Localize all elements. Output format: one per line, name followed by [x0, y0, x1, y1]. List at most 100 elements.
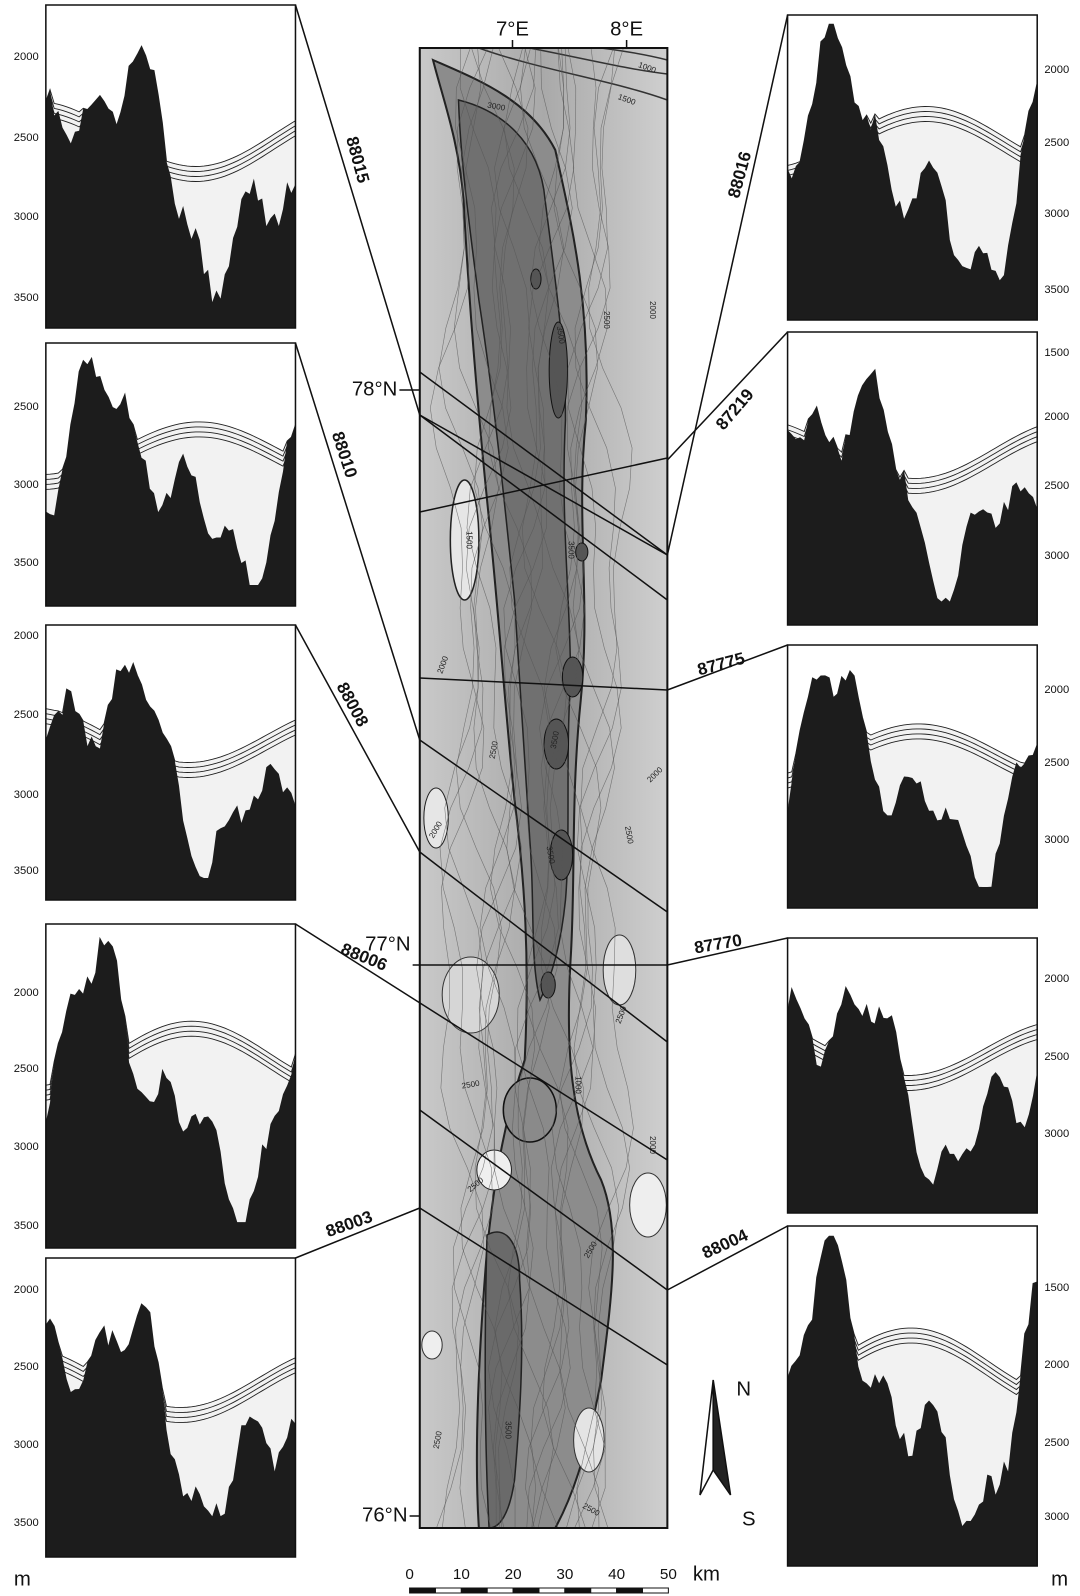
scale-segment: [641, 1587, 669, 1594]
depth-tick-label: 2500: [14, 1361, 39, 1373]
scale-segment: [434, 1587, 462, 1594]
generated: 2000 2500 3000 3500 88015 2500 3000 3500 88010 20…: [14, 4, 1069, 1594]
depth-tick-label: 3000: [1044, 208, 1069, 220]
depth-tick-label: 2500: [1044, 1051, 1069, 1063]
contour: [543, 48, 600, 1528]
depth-tick-label: 3500: [14, 557, 39, 569]
longitude-label: 8°E: [610, 18, 643, 40]
scale-tick-label: 50: [660, 1566, 677, 1583]
scale-tick-label: 20: [505, 1566, 522, 1583]
profile-line: [295, 923, 668, 1161]
profile-line: [419, 457, 668, 513]
depth-tick-label: 3000: [14, 789, 39, 801]
scale-segment: [460, 1587, 488, 1594]
depth-tick-label: 3000: [14, 211, 39, 223]
panel-frame: [45, 1257, 297, 1558]
bathymetric-map: [419, 48, 668, 1528]
contour: [429, 48, 485, 1528]
scale-segment: [590, 1587, 618, 1594]
high: [441, 956, 500, 1034]
contour-label: 2000: [648, 1136, 657, 1154]
depth-tick-label: 3500: [14, 292, 39, 304]
basement: [787, 1236, 1038, 1566]
contour: [494, 48, 550, 1528]
panel-frame: [786, 1225, 1038, 1567]
basement: [787, 670, 1038, 908]
panel-frame: [786, 14, 1038, 321]
depth-tick-label: 3500: [14, 865, 39, 877]
profile-id: 87219: [711, 385, 757, 434]
basement: [45, 938, 296, 1248]
scale-segment: [512, 1587, 540, 1594]
depth-tick-label: 3500: [14, 1517, 39, 1529]
contour-label: 2500: [623, 825, 635, 845]
profile-line: [294, 342, 421, 741]
contour: [438, 48, 494, 1528]
contour: [466, 48, 522, 1528]
profile-id: 88015: [342, 134, 374, 185]
panel-frame: [786, 331, 1038, 626]
profile-line: [419, 1207, 668, 1366]
contour: [479, 48, 536, 1528]
basement: [45, 1303, 296, 1557]
scale-unit: km: [693, 1563, 720, 1585]
depth-tick-label: 3000: [1044, 1128, 1069, 1140]
scale-segment: [486, 1587, 514, 1594]
scale-tick-label: 10: [453, 1566, 470, 1583]
compass-south: S: [742, 1508, 756, 1530]
depth-tick-label: 2500: [14, 709, 39, 721]
basement: [787, 369, 1038, 625]
profile-line: [295, 1207, 421, 1259]
scale-segment: [564, 1587, 592, 1594]
scale-segment: [538, 1587, 566, 1594]
depth-tick-label: 2000: [1044, 1359, 1069, 1371]
depth-tick-label: 2500: [1044, 480, 1069, 492]
contour: [574, 48, 630, 1528]
depth-tick-label: 3000: [14, 1439, 39, 1451]
depth-tick-label: 1500: [1044, 347, 1069, 359]
contour-label: 3500: [545, 845, 557, 865]
contour-label: 3500: [503, 1421, 512, 1439]
contour-label: 1000: [574, 1076, 583, 1094]
contour: [559, 48, 615, 1528]
deep-3500: [561, 656, 584, 698]
compass-north: N: [736, 1378, 751, 1400]
contour-label: 2500: [602, 311, 611, 329]
contour: [474, 48, 530, 1528]
contour-label: 1500: [465, 531, 474, 549]
contour: [478, 48, 668, 101]
depth-tick-label: 2000: [1044, 411, 1069, 423]
basement: [45, 358, 296, 606]
compass-arrow: [699, 1379, 714, 1496]
profile-line: [667, 644, 788, 691]
depth-tick-label: 2000: [14, 51, 39, 63]
depth-tick-label: 2500: [14, 132, 39, 144]
profile-line: [419, 739, 668, 913]
profile-id: 88010: [328, 429, 362, 480]
latitude-label: 76°N: [362, 1504, 407, 1526]
compass-arrow: [712, 1379, 732, 1496]
contour-label: 2500: [432, 1430, 444, 1450]
profile-id: 88016: [723, 149, 755, 200]
depth-tick-label: 3000: [1044, 550, 1069, 562]
high: [629, 1172, 667, 1238]
latitude-label: 78°N: [352, 378, 397, 400]
map-frame: [418, 47, 669, 1529]
profile-id: 87770: [693, 930, 744, 958]
contour-label: 3500: [549, 730, 561, 750]
contour-label: 2500: [461, 1079, 481, 1091]
scale-tick-label: 30: [556, 1566, 573, 1583]
contour: [503, 48, 558, 1528]
depth-tick-label: 3500: [14, 1220, 39, 1232]
basement: [787, 24, 1038, 321]
depth-tick-label: 3000: [14, 479, 39, 491]
profile-id: 87775: [695, 648, 747, 679]
profile-line: [419, 677, 668, 691]
depth-tick-label: 2000: [14, 987, 39, 999]
scale-segment: [409, 1587, 436, 1594]
high: [421, 1330, 443, 1360]
basement: [45, 46, 296, 328]
depth-tick-label: 2500: [1044, 1437, 1069, 1449]
panel-frame: [45, 923, 297, 1249]
